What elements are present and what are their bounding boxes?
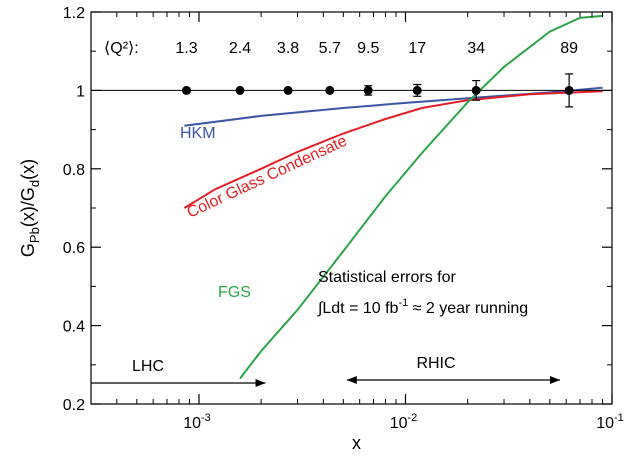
data-point-0 [181,85,191,95]
q2-value-3: 5.7 [319,40,341,57]
series-line-0 [184,86,603,127]
q2-value-2: 3.8 [277,40,299,57]
q2-value-5: 17 [408,40,426,57]
range-arrow-head-right [255,379,266,387]
data-point-7 [564,85,574,95]
q2-value-4: 9.5 [357,40,379,57]
lhc-range-arrow [91,379,266,387]
y-tick-label-0: 0.2 [63,397,85,414]
rhic-range-arrow [346,376,560,384]
range-arrow-head-right [549,376,560,384]
series-line-2 [239,14,603,380]
q2-labels: ⟨Q²⟩: 1.3 2.4 3.8 5.7 9.5 17 34 89 [104,40,578,57]
data-point-6 [471,85,481,95]
data-point-5 [412,85,422,95]
y-tick-label-1: 0.4 [63,319,85,336]
y-tick-label-5: 1.2 [63,5,85,22]
data-point-4 [363,85,373,95]
range-arrow-head-left [346,376,357,384]
rhic-label: RHIC [416,355,455,372]
y-tick-label-4: 1 [76,83,85,100]
data-points [181,73,574,108]
q2-value-1: 2.4 [229,40,251,57]
y-tick-label-3: 0.8 [63,162,85,179]
y-axis-label: GPb(x)/Gd(x) [18,159,42,257]
q2-value-0: 1.3 [175,40,197,57]
series-label-hkm: HKM [180,125,216,142]
x-tick-label-2: 10-1 [596,412,624,432]
stat-errors-line1: Statistical errors for [318,269,456,286]
x-axis-label: x [352,433,361,453]
axes: 0.2 0.4 0.6 0.8 1 1.2 10-3 10-2 10-1 [63,5,624,432]
data-point-2 [283,85,293,95]
series-line-1 [183,90,603,209]
series-label-cgc: Color Glass Condensate [185,133,350,222]
q2-prefix: ⟨Q²⟩: [104,40,139,57]
data-point-1 [235,85,245,95]
x-tick-label-1: 10-2 [390,412,418,432]
data-point-3 [325,85,335,95]
q2-value-7: 89 [560,40,578,57]
model-curves [183,14,603,380]
x-tick-label-0: 10-3 [183,412,211,432]
plot-frame [90,11,613,405]
series-label-fgs: FGS [218,284,251,301]
lhc-label: LHC [132,358,164,375]
q2-value-6: 34 [467,40,485,57]
stat-errors-line2: ∫Ldt = 10 fb-1 ≈ 2 year running [317,297,528,317]
y-tick-label-2: 0.6 [63,240,85,257]
